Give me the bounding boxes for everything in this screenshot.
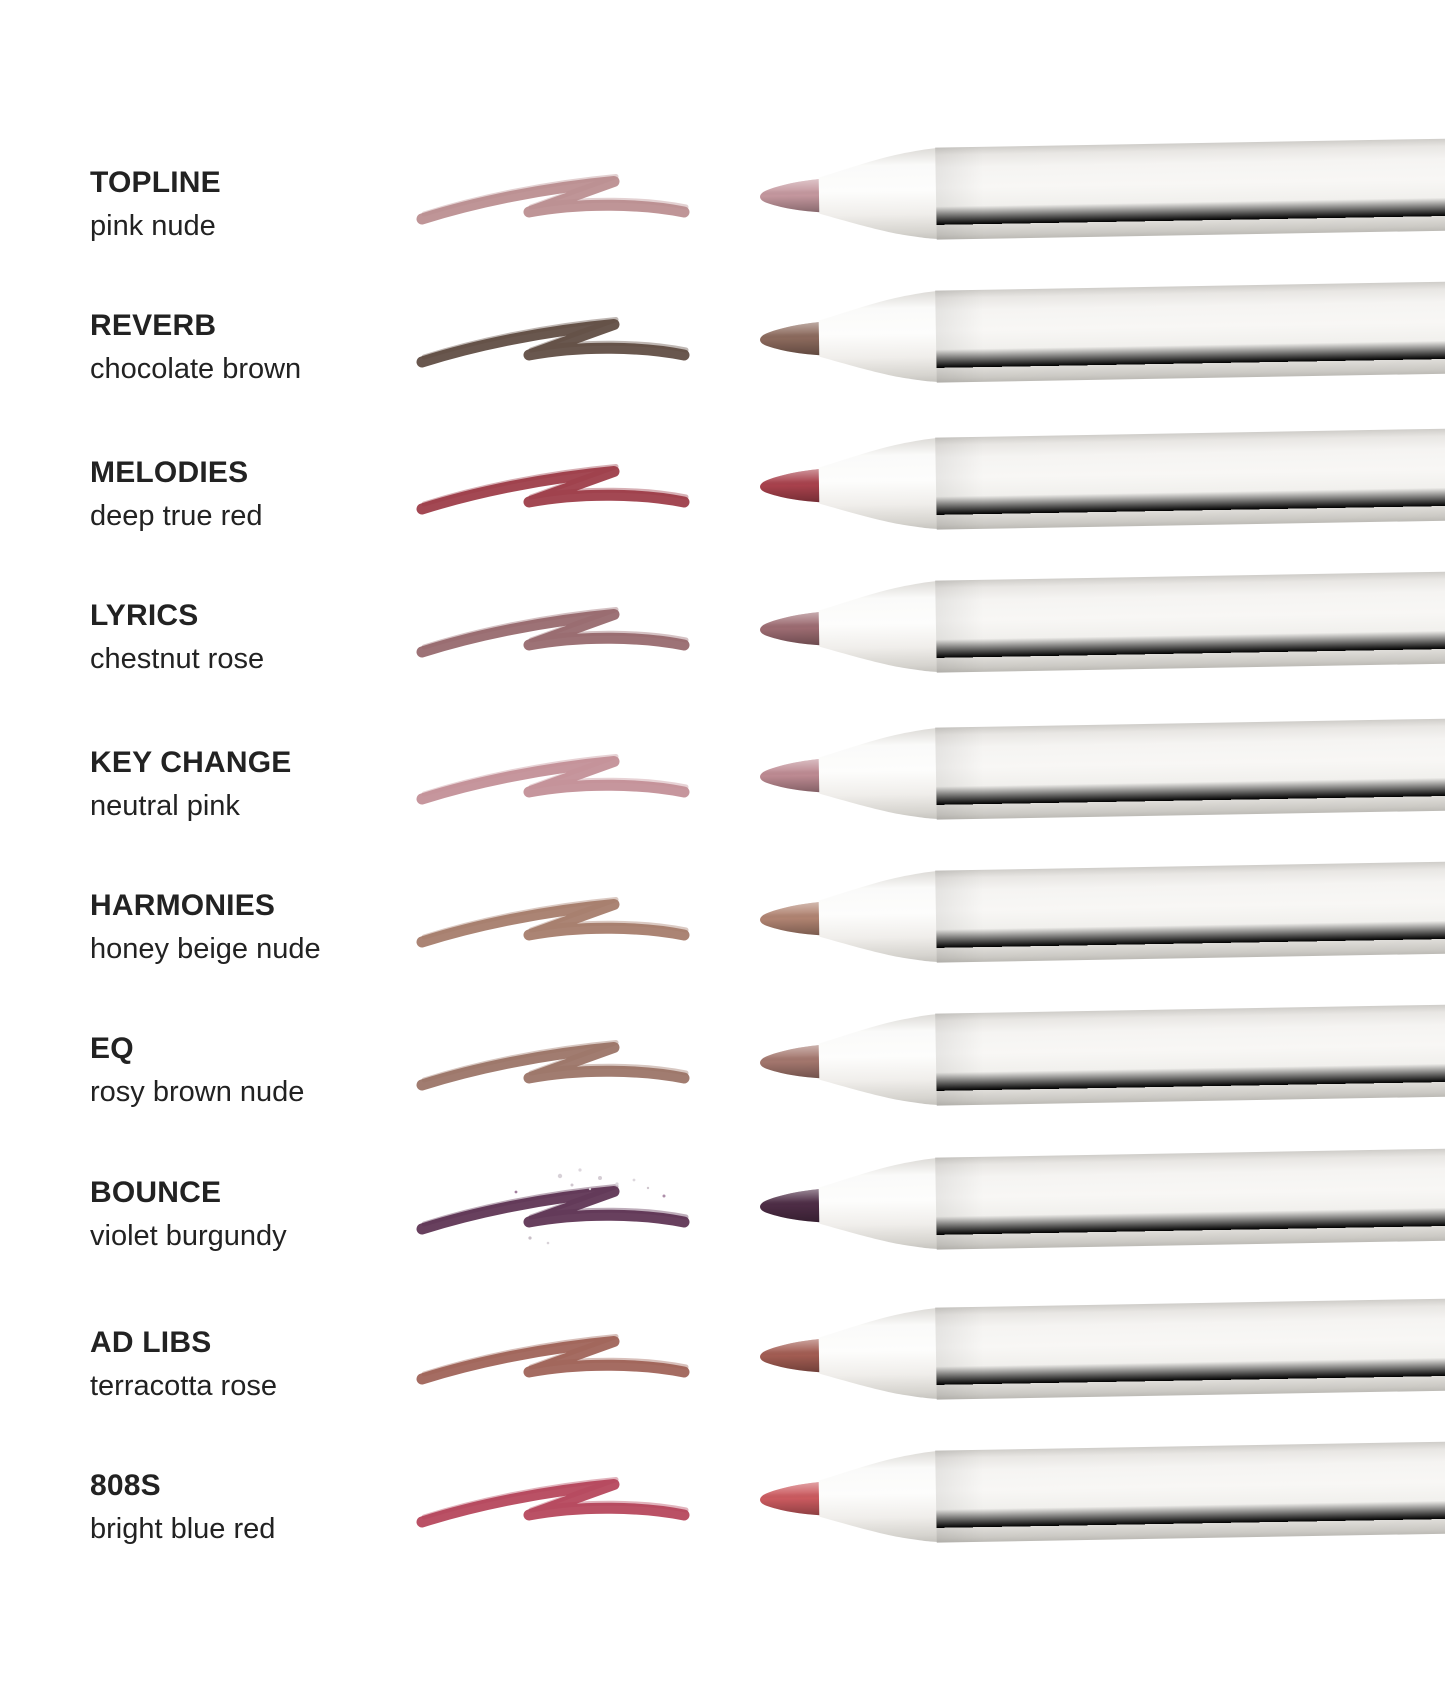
product-shade: chocolate brown: [90, 353, 302, 385]
product-shade: violet burgundy: [90, 1220, 287, 1252]
pencil-image: [701, 717, 1445, 826]
product-name: REVERB: [90, 309, 217, 342]
product-name: TOPLINE: [90, 166, 221, 199]
product-shade: rosy brown nude: [90, 1076, 305, 1108]
swatch-scribble: [412, 1465, 692, 1541]
product-shade: chestnut rose: [90, 643, 265, 675]
swatch-scribble: [412, 305, 692, 381]
pencil-cone: [818, 871, 941, 963]
pencil-image: [701, 427, 1445, 536]
pencil-body: [935, 861, 1445, 963]
pencil-body: [935, 1441, 1445, 1543]
pencil-cone: [818, 581, 941, 673]
product-shade: deep true red: [90, 500, 263, 532]
swatch-scribble: [412, 162, 692, 238]
pencil-body: [935, 138, 1445, 240]
pencil-cone: [818, 438, 941, 530]
product-name: LYRICS: [90, 599, 199, 632]
pencil-image: [701, 570, 1445, 679]
pencil-body: [935, 428, 1445, 530]
pencil-body: [935, 571, 1445, 673]
pencil-image: [701, 1297, 1445, 1406]
pencil-cone: [818, 1308, 941, 1400]
product-name: AD LIBS: [90, 1326, 212, 1359]
pencil-body: [935, 1004, 1445, 1106]
pencil-image: [701, 1147, 1445, 1256]
pencil-body: [935, 718, 1445, 820]
product-name: HARMONIES: [90, 889, 276, 922]
swatch-scribble: [412, 1028, 692, 1104]
product-shade: bright blue red: [90, 1513, 276, 1545]
pencil-body: [935, 281, 1445, 383]
swatch-scribble: [412, 885, 692, 961]
pencil-cone: [818, 1014, 941, 1106]
product-shade: pink nude: [90, 210, 216, 242]
pencil-cone: [818, 291, 941, 383]
product-name: MELODIES: [90, 456, 249, 489]
pencil-image: [701, 137, 1445, 246]
pencil-cone: [818, 1158, 941, 1250]
product-shade: neutral pink: [90, 790, 240, 822]
pencil-cone: [818, 148, 941, 240]
product-shade: honey beige nude: [90, 933, 321, 965]
swatch-scribble: [412, 1322, 692, 1398]
pencil-body: [935, 1148, 1445, 1250]
product-name: 808S: [90, 1469, 161, 1502]
pencil-image: [701, 1440, 1445, 1549]
swatch-scribble: [412, 742, 692, 818]
swatch-scribble: [412, 595, 692, 671]
pencil-image: [701, 1003, 1445, 1112]
swatch-scribble: [412, 452, 692, 528]
product-name: EQ: [90, 1032, 134, 1065]
pencil-image: [701, 860, 1445, 969]
product-shade: terracotta rose: [90, 1370, 277, 1402]
swatch-scribble: [412, 1168, 692, 1248]
pencil-cone: [818, 1451, 941, 1543]
pencil-image: [701, 280, 1445, 389]
pencil-cone: [818, 728, 941, 820]
product-name: BOUNCE: [90, 1176, 222, 1209]
sparkles-decoration: [514, 1168, 666, 1245]
product-name: KEY CHANGE: [90, 746, 292, 779]
pencil-body: [935, 1298, 1445, 1400]
